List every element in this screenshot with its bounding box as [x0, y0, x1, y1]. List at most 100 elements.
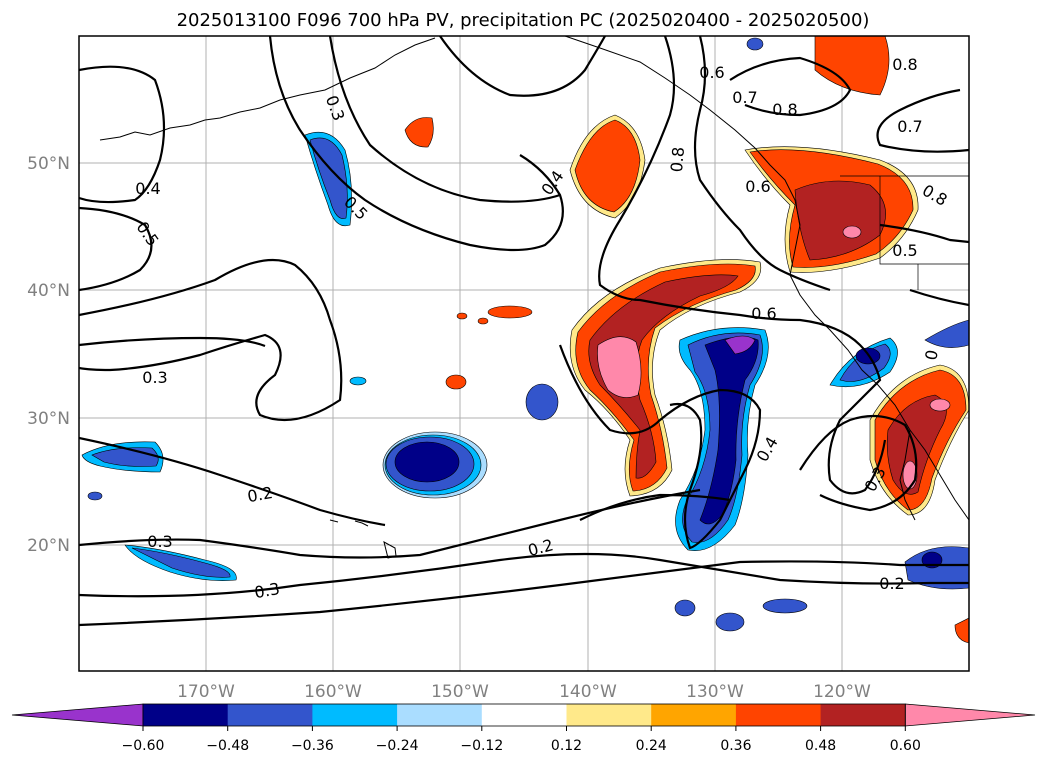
lat-label-40n: 40°N: [27, 281, 70, 301]
colorbar-arrow-left: [11, 703, 144, 727]
lon-label-160w: 160°W: [304, 682, 362, 702]
blue-region-east-3: [924, 319, 969, 348]
contour-label: 0.4: [135, 179, 160, 198]
contour-label: 0.8: [667, 146, 688, 173]
blue-region-south-band: [675, 327, 769, 552]
colorbar-tick-label: 0.48: [805, 738, 836, 754]
lat-label-50n: 50°N: [27, 154, 70, 174]
contour-label: 0.5: [892, 241, 917, 260]
colorbar-arrow-right: [904, 703, 1036, 727]
contour-03-inner: [79, 336, 266, 348]
colorbar-tick-label: 0.12: [551, 738, 582, 754]
latitude-labels: 50°N 40°N 30°N 20°N: [27, 154, 70, 556]
longitude-labels: 170°W 160°W 150°W 140°W 130°W 120°W: [177, 682, 871, 702]
colorbar-tick-label: −0.48: [206, 738, 249, 754]
colorbar-segment: [566, 704, 652, 726]
coastlines: [99, 36, 969, 559]
colorbar-segment: [651, 704, 737, 726]
blue-region-central-pacific: [382, 431, 488, 499]
contour-07-coast: [693, 36, 831, 292]
map-frame: [78, 35, 970, 672]
colorbar-segment: [481, 704, 567, 726]
contour-label: 0.6: [745, 177, 770, 196]
contour-label: 0.3: [142, 368, 167, 387]
colorbar-tick-label: −0.12: [460, 738, 503, 754]
contour-04-west: [79, 65, 166, 204]
precip-negative-regions: [81, 37, 969, 632]
contour-03-east: [799, 414, 918, 512]
red-region-nw-coast: [744, 146, 919, 273]
colorbar-outline: [142, 703, 906, 727]
blue-region-mid-small: [525, 383, 559, 421]
colorbar-tick-label: −0.24: [376, 738, 419, 754]
contour-east-small: [909, 288, 969, 307]
contour-07-ne: [876, 88, 969, 153]
blue-region-east-2: [904, 546, 969, 590]
contour-label: 0.7: [897, 117, 922, 136]
lon-label-120w: 120°W: [813, 682, 871, 702]
colorbar-segments: [11, 703, 1036, 727]
colorbar-segment: [397, 704, 483, 726]
contour-label: 0.8: [772, 100, 797, 119]
pv-contours: [79, 36, 969, 627]
map-background: [79, 36, 969, 671]
red-region-east-south: [869, 364, 969, 516]
colorbar: −0.60 −0.48 −0.36 −0.24 −0.12 0.12 0.24 0.36 0.4…: [11, 703, 1036, 754]
colorbar-ticks: −0.60 −0.48 −0.36 −0.24 −0.12 0.12 0.24 0.36 0.4…: [122, 726, 921, 754]
contour-label: 0: [921, 348, 941, 361]
north-america-coast: [564, 36, 969, 521]
red-region-central-band: [569, 259, 762, 497]
red-region-ne-top: [814, 36, 890, 96]
baja-peninsula: [899, 429, 916, 521]
blue-region-south-small: [87, 37, 808, 632]
lon-label-140w: 140°W: [559, 682, 617, 702]
state-borders: [840, 175, 969, 290]
contour-02-south: [79, 488, 701, 559]
contour-04-north: [328, 36, 561, 203]
colorbar-segment: [735, 704, 822, 726]
colorbar-segment: [820, 704, 906, 726]
red-region-north-central: [569, 114, 646, 219]
colorbar-tick-label: 0.36: [720, 738, 751, 754]
lat-label-30n: 30°N: [27, 409, 70, 429]
precip-positive-regions: [404, 36, 969, 644]
figure-title: 2025013100 F096 700 hPa PV, precipitatio…: [177, 10, 870, 31]
contour-02-west: [79, 436, 386, 527]
contour-label: 0.6: [699, 63, 724, 82]
contour-label: 0.6: [751, 304, 776, 323]
colorbar-tick-label: 0.24: [636, 738, 667, 754]
colorbar-tick-label: 0.60: [890, 738, 921, 754]
colorbar-tick-label: −0.60: [122, 738, 165, 754]
blue-region-nw-band: [304, 131, 352, 227]
contour-label: 0.3: [253, 579, 281, 602]
contour-03-west: [79, 258, 343, 422]
lon-label-130w: 130°W: [686, 682, 744, 702]
contour-04-central: [558, 344, 762, 550]
contour-label: 0.7: [732, 88, 757, 107]
red-region-small: [404, 117, 969, 644]
lon-label-170w: 170°W: [177, 682, 235, 702]
contour-05-east: [879, 223, 969, 244]
colorbar-segment: [227, 704, 313, 726]
contour-central-low: [579, 493, 731, 521]
blue-region-west-2: [124, 544, 237, 581]
lon-label-150w: 150°W: [431, 682, 489, 702]
contour-north-bump: [439, 36, 606, 97]
contour-08-north: [729, 56, 852, 117]
aleutian-chain: [99, 37, 436, 141]
contour-label: 0.2: [246, 483, 274, 506]
map-panel: 0.6 0.7 0.8 0.8 0.7 0.8 0.3 0.4 0.5 0.4 …: [78, 35, 970, 672]
contour-label: 0.8: [892, 55, 917, 74]
contour-label: 0.2: [879, 574, 904, 593]
contour-03-south: [79, 552, 969, 598]
contour-02-far-south: [79, 560, 969, 627]
colorbar-segment: [143, 704, 229, 726]
contour-05-north: [268, 36, 564, 252]
contour-05-west: [79, 206, 153, 292]
contour-label: 0.3: [147, 532, 172, 551]
lat-label-20n: 20°N: [27, 536, 70, 556]
colorbar-tick-label: −0.36: [291, 738, 334, 754]
colorbar-segment: [312, 704, 398, 726]
contour-06-main: [598, 36, 887, 495]
